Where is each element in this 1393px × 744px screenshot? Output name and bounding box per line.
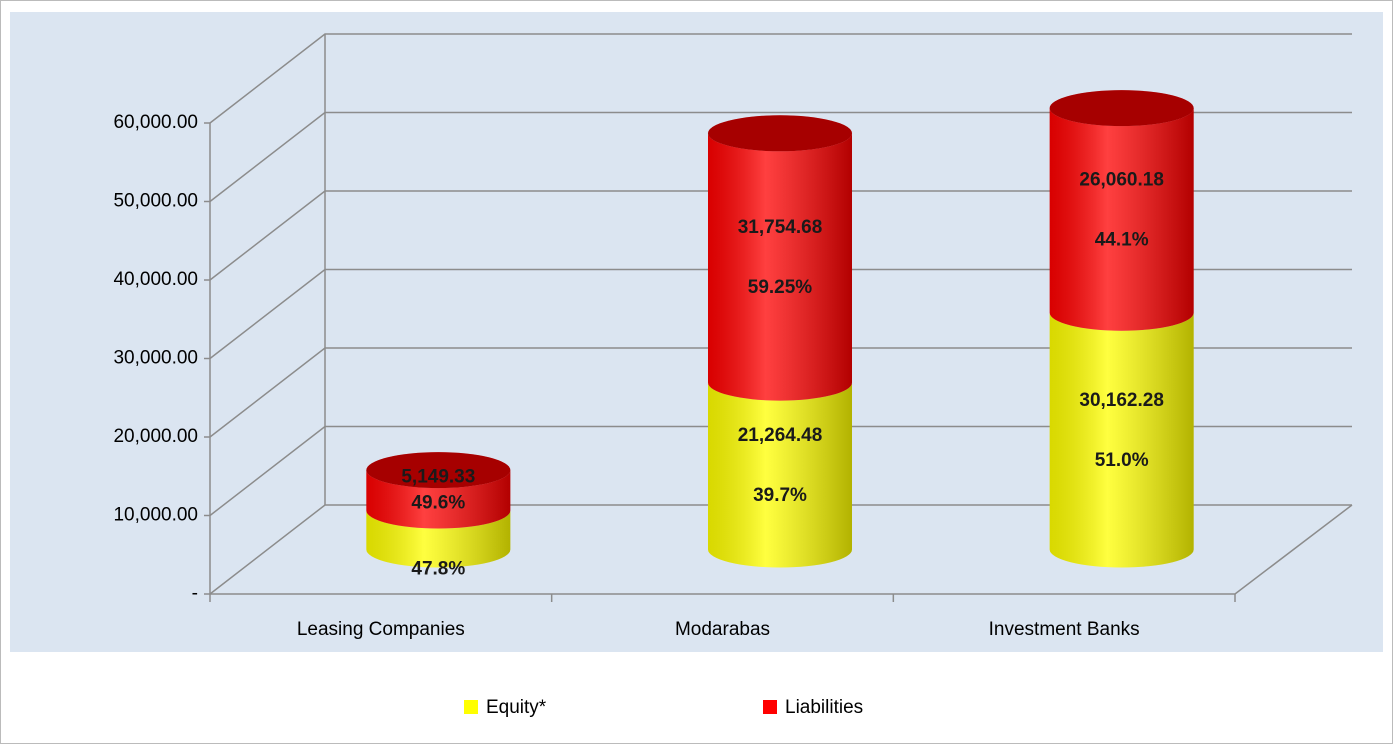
bar-top-shade bbox=[708, 115, 852, 152]
value-label: 30,162.28 bbox=[1079, 390, 1164, 411]
percent-label: 59.25% bbox=[748, 277, 813, 298]
bar-shade bbox=[366, 510, 511, 568]
grid-line bbox=[209, 190, 1352, 281]
x-tick-label: Modarabas bbox=[675, 619, 770, 640]
y-tick-label: 40,000.00 bbox=[113, 269, 198, 290]
bar-top bbox=[708, 115, 852, 152]
x-tick-label: Leasing Companies bbox=[297, 619, 465, 640]
bar-top bbox=[366, 452, 511, 489]
grid-line bbox=[209, 111, 1352, 203]
value-label: 31,754.68 bbox=[738, 217, 823, 238]
bar-shade bbox=[708, 133, 852, 401]
x-tick-label: Investment Banks bbox=[989, 619, 1140, 640]
y-tick-label: 30,000.00 bbox=[113, 348, 198, 369]
value-label: 26,060.18 bbox=[1079, 169, 1164, 190]
legend-swatch bbox=[763, 700, 777, 714]
bar-top bbox=[1049, 90, 1194, 127]
bar-shade bbox=[366, 470, 511, 529]
legend-label: Equity* bbox=[486, 697, 547, 718]
y-tick-label: 50,000.00 bbox=[113, 191, 198, 212]
value-label: 5,149.33 bbox=[401, 466, 475, 487]
value-label: 21,264.48 bbox=[738, 425, 823, 446]
y-tick-label: - bbox=[192, 583, 198, 604]
bar-top-shade bbox=[366, 452, 511, 489]
grid-line bbox=[209, 504, 1352, 595]
legend-swatch bbox=[464, 700, 478, 714]
legend-label: Liabilities bbox=[785, 697, 863, 718]
bar-shade bbox=[1049, 108, 1194, 331]
y-tick-label: 60,000.00 bbox=[113, 112, 198, 133]
percent-label: 39.7% bbox=[753, 485, 807, 506]
grid-line bbox=[209, 425, 1352, 517]
grid-line bbox=[209, 347, 1352, 438]
percent-label: 47.8% bbox=[411, 559, 465, 580]
bar-shade bbox=[708, 382, 852, 568]
y-tick-label: 20,000.00 bbox=[113, 426, 198, 447]
y-tick-label: 10,000.00 bbox=[113, 505, 198, 526]
percent-label: 44.1% bbox=[1095, 229, 1149, 250]
percent-label: 49.6% bbox=[411, 492, 465, 513]
percent-label: 51.0% bbox=[1095, 450, 1149, 471]
grid-line bbox=[209, 33, 1352, 124]
bar-shade bbox=[1049, 312, 1194, 568]
bar-top-shade bbox=[1049, 90, 1194, 127]
grid-line bbox=[209, 268, 1352, 360]
